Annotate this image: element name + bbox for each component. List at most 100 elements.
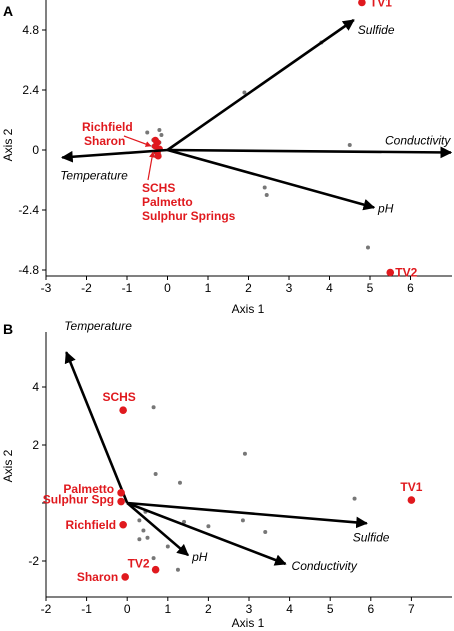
panel-b-x-axis-label: Axis 1 [232,616,265,630]
panel-a: A -3 -2 -1 0 1 2 3 4 5 6 -4.8 -2.4 0 2.4 4.8 Axis 1 A… [1,0,453,316]
panel-b-x-tick-label-3: 1 [164,602,171,616]
panel-b-x-tick-label-6: 4 [286,602,293,616]
panel-a-data-point-7 [157,128,162,132]
panel-b-data-point-14 [175,567,180,572]
panel-a-data-point-5 [365,245,370,250]
panel-a-x-ticks: -3 -2 -1 0 1 2 3 4 5 6 [41,276,414,295]
panel-b-data-point-10 [141,528,146,533]
panel-b-x-tick-label-2: 0 [124,602,131,616]
panel-b-vectors: Temperature Sulfide pH Conductivity [64,319,389,573]
panel-a-y-tick-label-4: 4.8 [22,23,39,37]
panel-b-data-point-6 [182,519,187,524]
panel-a-vector-label-ph: pH [377,202,394,216]
panel-b-x-tick-label-0: -2 [41,602,52,616]
panel-b-y-tick-label-3: 4 [32,380,39,394]
panel-a-x-tick-label-4: 1 [205,281,212,295]
cluster-label-palmetto: Palmetto [142,195,193,209]
panel-a-cluster-annotations: Richfield Sharon SCHS Palmetto Sulphur S… [82,120,236,223]
panel-b-site-marker-sharon [121,573,129,581]
panel-a-cluster-point-4 [154,153,162,160]
panel-a-site-marker-tv2 [386,268,395,277]
panel-b-site-label-palmetto: Palmetto [63,482,114,496]
panel-a-data-point-1 [242,90,247,95]
panel-a-x-tick-label-6: 3 [286,281,293,295]
panel-b-data-point-11 [137,537,142,542]
panel-b-site-marker-richfield [119,520,127,529]
panel-b-data-point-1 [242,451,247,456]
panel-b-data-point-9 [263,530,268,534]
panel-a-vector-label-temperature: Temperature [60,169,128,183]
panel-b-site-label-tv2: TV2 [128,557,150,571]
panel-a-x-tick-label-9: 6 [407,281,414,295]
panel-b-data-point-16 [137,518,142,523]
panel-b-x-tick-label-9: 7 [408,602,415,616]
cluster-arrow-upper [123,135,152,147]
panel-b-data-point-2 [153,472,158,476]
panel-b-data-point-15 [145,535,150,540]
panel-b-x-tick-label-8: 6 [367,602,374,616]
panel-b-points [137,405,357,572]
panel-b-x-tick-label-5: 3 [246,602,253,616]
panel-a-x-tick-label-0: -3 [41,281,52,295]
panel-b-y-tick-label-0: -2 [28,554,39,568]
panel-b-label: B [3,321,13,337]
panel-a-data-point-8 [159,133,164,137]
panel-a-vector-temperature [61,148,168,163]
panel-b-y-tick-label-2: 2 [32,438,39,452]
panel-b-x-tick-label-4: 2 [205,602,212,616]
panel-b-data-point-7 [206,524,211,529]
panel-a-x-axis-label: Axis 1 [232,302,265,316]
cluster-label-schs: SCHS [142,181,175,195]
panel-a-y-ticks: -4.8 -2.4 0 2.4 4.8 [18,23,46,277]
panel-a-data-point-6 [145,130,150,135]
panel-a-x-tick-label-3: 0 [164,281,171,295]
panel-b-y-ticks: -2 2 4 [28,380,46,568]
panel-b-data-point-3 [177,480,182,485]
panel-b-site-marker-tv1 [407,496,416,504]
panel-b-site-marker-palmetto [117,489,125,497]
panel-a-y-tick-label-0: -4.8 [18,263,39,277]
panel-a-vector-sulfide [166,18,355,152]
panel-b-site-label-sulphur-spg: Sulphur Spg [43,493,114,507]
panel-a-x-tick-label-5: 2 [245,281,252,295]
cluster-label-sulphur-springs: Sulphur Springs [142,209,236,223]
panel-a-data-point-3 [262,185,267,190]
panel-b-vector-ph [126,502,189,557]
panel-a-site-label-tv2: TV2 [395,266,417,280]
panel-b-vector-conductivity [126,501,287,566]
panel-a-vector-label-sulfide: Sulfide [358,23,395,37]
panel-b-data-point-0 [151,405,156,410]
panel-a-site-label-tv1: TV1 [370,0,392,10]
panel-a-y-axis-label: Axis 2 [1,128,15,161]
panel-a-y-tick-label-3: 2.4 [22,83,39,97]
panel-b-site-label-tv1: TV1 [400,480,422,494]
panel-a-vectors: Sulfide Conductivity Temperature pH [60,18,453,216]
panel-b-vector-label-temperature: Temperature [64,319,132,333]
panel-b-x-ticks: -2 -1 0 1 2 3 4 5 6 7 [41,597,415,616]
panel-a-x-tick-label-2: -1 [122,281,133,295]
panel-b-site-marker-schs [119,406,127,415]
panel-b-data-point-8 [240,518,245,523]
panel-a-vector-ph [167,148,376,211]
panel-a-x-tick-label-1: -2 [81,281,92,295]
panel-b-site-marker-sulphur-spg [117,497,125,506]
panel-b-site-marker-tv2 [151,565,160,574]
panel-b-data-point-12 [165,544,170,549]
panel-b-vector-label-sulfide: Sulfide [353,530,390,544]
cluster-arrow-lower [147,151,156,181]
panel-a-y-tick-label-1: -2.4 [18,203,39,217]
panel-b-vector-sulfide [127,501,368,529]
panel-b-vector-label-conductivity: Conductivity [292,559,358,573]
panel-a-vector-label-conductivity: Conductivity [385,134,451,148]
panel-a-data-point-2 [347,143,352,147]
panel-b-vector-temperature [64,351,129,504]
panel-b-vector-label-ph: pH [191,550,208,564]
panel-b-site-label-richfield: Richfield [65,518,116,532]
panel-a-x-tick-label-8: 5 [367,281,374,295]
panel-a-cluster-point-5 [151,136,159,144]
panel-b-site-label-schs: SCHS [102,390,135,404]
panel-a-y-tick-label-2: 0 [32,143,39,157]
panel-a-points [145,40,370,250]
cluster-label-sharon: Sharon [84,134,125,148]
